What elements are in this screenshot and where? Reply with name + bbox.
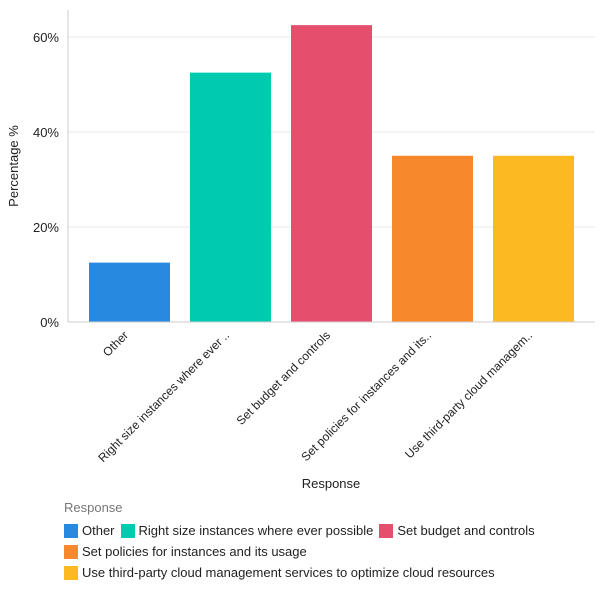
legend-title: Response (64, 500, 123, 515)
legend-swatch (64, 565, 78, 580)
bar[interactable] (89, 262, 170, 322)
x-tick-label: Other (100, 328, 131, 359)
legend-label: Set budget and controls (397, 523, 535, 538)
legend-item-third-party[interactable]: Use third-party cloud management service… (64, 565, 495, 580)
bar[interactable] (190, 72, 271, 322)
legend-swatch (120, 523, 135, 538)
y-tick-label: 40% (33, 125, 59, 140)
legend-swatch (379, 523, 394, 538)
legend-item-right-size[interactable]: Right size instances where ever possible (120, 523, 374, 538)
bar[interactable] (291, 25, 372, 322)
y-tick-label: 20% (33, 220, 59, 235)
legend-item-other[interactable]: Other (64, 523, 115, 538)
legend-swatch (64, 523, 78, 538)
bar[interactable] (493, 155, 574, 322)
x-tick-label: Set budget and controls (234, 328, 334, 428)
legend: Response Other Right size instances wher… (64, 500, 541, 583)
bar[interactable] (392, 155, 473, 322)
y-tick-label: 60% (33, 30, 59, 45)
x-axis-label: Response (302, 476, 361, 491)
legend-label: Right size instances where ever possible (138, 523, 374, 538)
legend-swatch (64, 544, 78, 559)
y-axis-label: Percentage % (6, 125, 21, 207)
legend-label: Set policies for instances and its usage (82, 544, 307, 559)
legend-label: Other (82, 523, 115, 538)
legend-item-set-policies[interactable]: Set policies for instances and its usage (64, 544, 307, 559)
legend-label: Use third-party cloud management service… (82, 565, 495, 580)
legend-item-set-budget[interactable]: Set budget and controls (379, 523, 535, 538)
y-tick-label: 0% (40, 315, 59, 330)
